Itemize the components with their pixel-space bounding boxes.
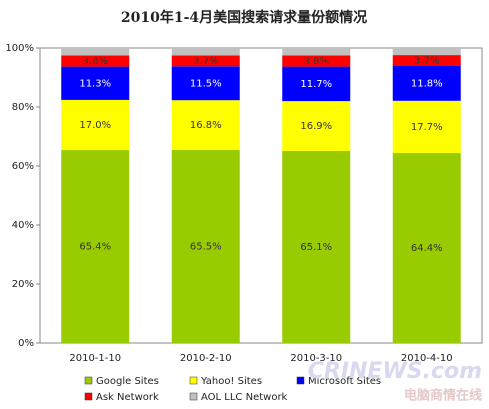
value-label: 17.0% [79, 120, 111, 131]
legend-swatch [189, 392, 198, 401]
value-label: 11.3% [79, 78, 111, 89]
plot-frame [39, 47, 483, 344]
value-label: 11.5% [190, 78, 222, 89]
legend-label: Yahoo! Sites [200, 376, 262, 387]
value-label: 11.7% [300, 79, 332, 90]
bar-segment [282, 48, 351, 56]
value-label: 65.1% [300, 242, 332, 253]
legend-label: Microsoft Sites [308, 376, 381, 387]
value-label: 3.8% [83, 56, 108, 67]
bar-segment [171, 55, 240, 67]
bar-segment [392, 55, 461, 66]
watermark-sub: 电脑商情在线 [404, 388, 482, 404]
bar-segment [171, 48, 240, 56]
value-label: 16.8% [190, 120, 222, 131]
bar-segment [61, 99, 130, 151]
value-label: 65.4% [79, 242, 111, 253]
y-tick-label: 100% [5, 43, 34, 54]
bar-segment [392, 65, 461, 101]
x-tick-label: 2010-4-10 [401, 353, 453, 364]
watermark: CRINEWS.com [308, 359, 482, 384]
value-label: 65.5% [190, 241, 222, 252]
legend-label: Ask Network [96, 392, 159, 403]
bar-segment [392, 100, 461, 154]
chart-title: 2010年1-4月美国搜索请求量份额情况 [121, 9, 367, 26]
value-label: 64.4% [411, 243, 443, 254]
legend-swatch [296, 376, 305, 385]
legend-swatch [189, 376, 198, 385]
value-label: 3.7% [193, 56, 218, 67]
y-tick-label: 20% [12, 279, 34, 290]
bar-segment [171, 149, 240, 343]
y-tick-label: 80% [12, 102, 34, 113]
x-tick-label: 2010-1-10 [69, 353, 121, 364]
bar-segment [392, 153, 461, 343]
legend-label: AOL LLC Network [201, 392, 288, 403]
bar-segment [61, 55, 130, 67]
bar-segment [171, 66, 240, 101]
bar-segment [61, 66, 130, 100]
bar-segment [61, 48, 130, 56]
bar-segment [61, 150, 130, 343]
bar-segment [282, 150, 351, 343]
bar-segment [282, 101, 351, 151]
legend-swatch [84, 376, 93, 385]
legend-swatch [84, 392, 93, 401]
y-tick-label: 0% [18, 338, 34, 349]
y-tick-label: 40% [12, 220, 34, 231]
legend-label: Google Sites [96, 376, 159, 387]
bar-segment [171, 100, 240, 150]
value-label: 3.8% [304, 56, 329, 67]
x-tick-label: 2010-2-10 [180, 353, 232, 364]
x-tick-label: 2010-3-10 [290, 353, 342, 364]
y-tick-label: 60% [12, 161, 34, 172]
bar-segment [282, 66, 351, 102]
value-label: 3.7% [414, 56, 439, 67]
value-label: 16.9% [300, 121, 332, 132]
value-label: 17.7% [411, 122, 443, 133]
bar-segment [282, 55, 351, 67]
value-label: 11.8% [411, 78, 443, 89]
bar-segment [392, 48, 461, 56]
